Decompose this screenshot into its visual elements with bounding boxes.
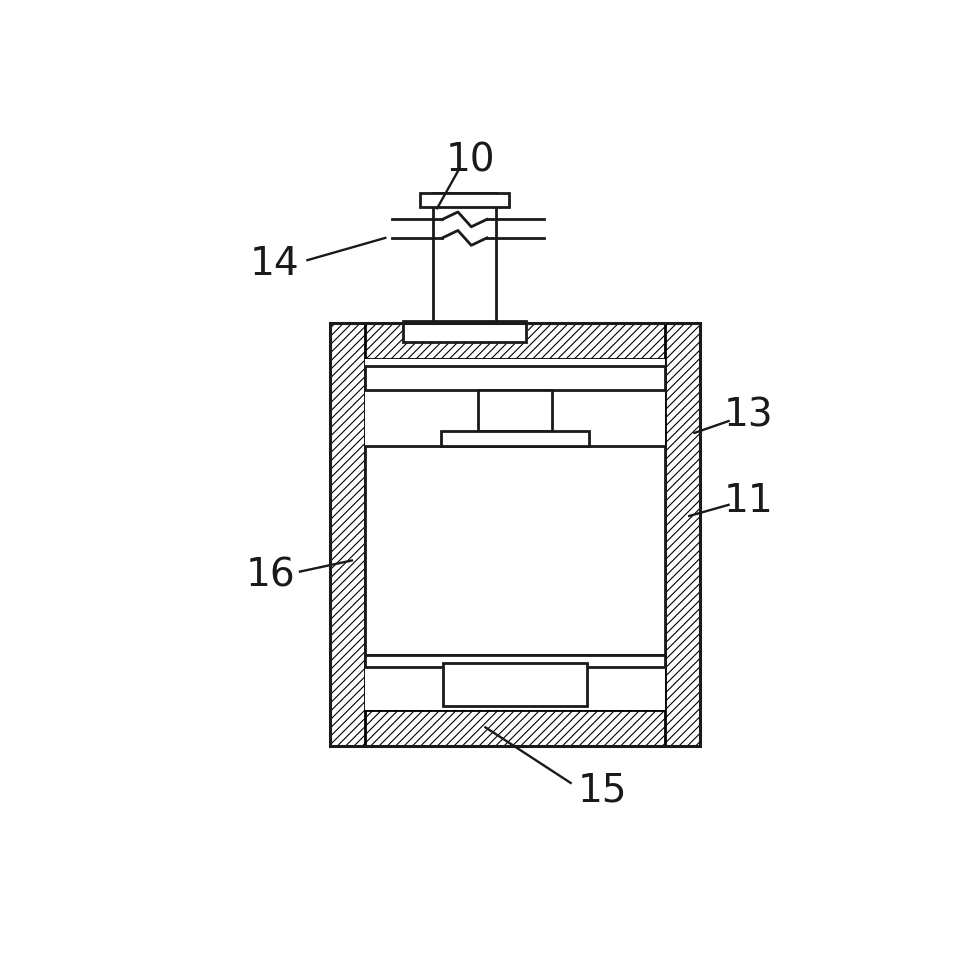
Bar — [365, 446, 665, 655]
Bar — [665, 324, 701, 745]
Bar — [433, 194, 496, 324]
Bar — [365, 366, 665, 390]
Bar — [330, 711, 701, 745]
Text: 10: 10 — [446, 141, 496, 179]
Bar — [443, 663, 588, 706]
Bar — [365, 359, 665, 711]
Text: 14: 14 — [249, 245, 299, 283]
Bar — [330, 324, 365, 745]
Bar — [478, 390, 552, 430]
Bar — [330, 324, 701, 359]
Bar — [420, 194, 509, 207]
Bar — [403, 321, 526, 342]
Text: 16: 16 — [245, 557, 295, 594]
Text: 11: 11 — [724, 482, 774, 520]
Bar — [365, 655, 665, 666]
Bar — [441, 430, 590, 446]
Text: 15: 15 — [578, 771, 628, 809]
Text: 13: 13 — [724, 397, 773, 435]
Bar — [330, 324, 701, 745]
